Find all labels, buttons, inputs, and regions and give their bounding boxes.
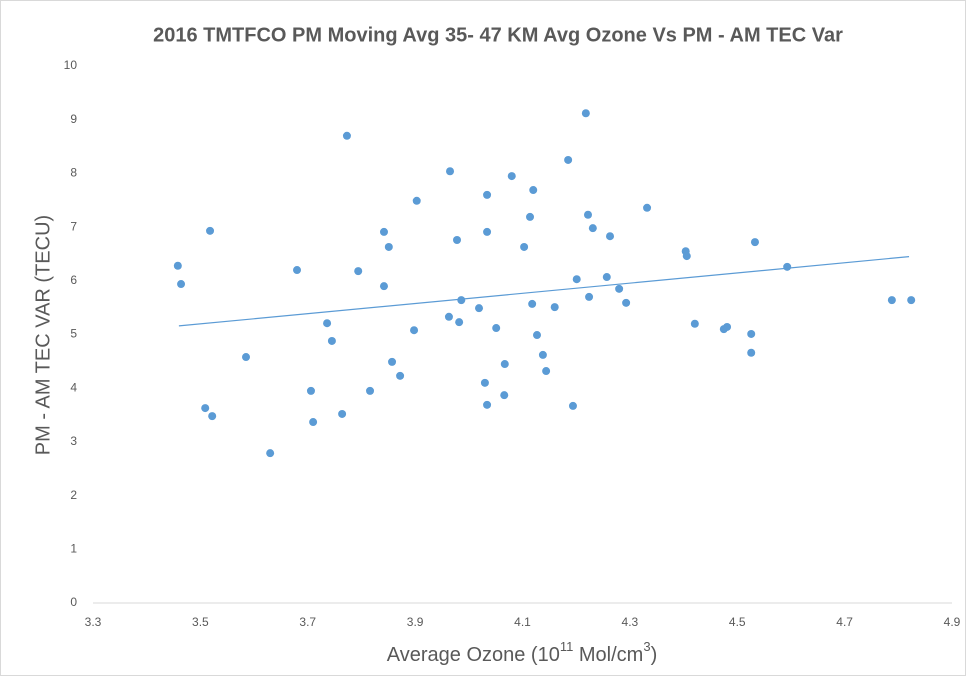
scatter-point xyxy=(208,412,217,421)
scatter-point xyxy=(354,267,363,276)
scatter-point xyxy=(173,261,182,270)
scatter-point xyxy=(581,109,590,118)
scatter-point xyxy=(309,418,318,427)
scatter-point xyxy=(622,298,631,307)
scatter-point xyxy=(446,167,455,176)
scatter-point xyxy=(379,227,388,236)
scatter-point xyxy=(480,378,489,387)
scatter-point xyxy=(564,155,573,164)
scatter-point xyxy=(242,353,251,362)
scatter-point xyxy=(342,131,351,140)
scatter-point xyxy=(483,227,492,236)
scatter-point xyxy=(682,252,691,261)
scatter-point xyxy=(338,409,347,418)
scatter-point xyxy=(529,186,538,195)
y-tick-label: 8 xyxy=(70,166,77,180)
x-axis-label-sup: 3 xyxy=(643,639,650,654)
y-tick-label: 10 xyxy=(64,58,78,72)
scatter-point xyxy=(396,371,405,380)
scatter-point xyxy=(602,273,611,282)
scatter-point xyxy=(293,266,302,275)
scatter-point xyxy=(453,235,462,244)
chart-title: 2016 TMTFCO PM Moving Avg 35- 47 KM Avg … xyxy=(153,24,843,46)
y-axis-label: PM - AM TEC VAR (TECU) xyxy=(32,215,54,455)
scatter-point xyxy=(585,292,594,301)
x-tick-label: 3.3 xyxy=(85,615,102,629)
scatter-point xyxy=(323,319,332,328)
scatter-point xyxy=(206,226,215,235)
x-tick-label: 3.5 xyxy=(192,615,209,629)
scatter-point xyxy=(528,299,537,308)
scatter-point xyxy=(457,296,466,305)
scatter-point xyxy=(384,242,393,251)
scatter-point xyxy=(455,318,464,327)
scatter-point xyxy=(475,304,484,313)
y-tick-label: 5 xyxy=(70,327,77,341)
x-tick-label: 3.9 xyxy=(407,615,424,629)
scatter-point xyxy=(306,386,315,395)
scatter-point xyxy=(907,296,916,305)
x-axis-label-part: Average Ozone (10 xyxy=(387,644,560,666)
y-tick-label: 2 xyxy=(70,488,77,502)
scatter-point xyxy=(483,190,492,199)
scatter-point xyxy=(538,350,547,359)
scatter-point xyxy=(783,262,792,271)
scatter-point xyxy=(388,357,397,366)
scatter-point xyxy=(572,275,581,284)
scatter-point xyxy=(643,203,652,212)
scatter-point xyxy=(550,303,559,312)
x-axis-label: Average Ozone (1011 Mol/cm3) xyxy=(387,639,657,666)
scatter-point xyxy=(412,196,421,205)
scatter-point xyxy=(887,296,896,305)
scatter-point xyxy=(492,324,501,333)
scatter-point xyxy=(520,242,529,251)
scatter-point xyxy=(177,280,186,289)
scatter-point xyxy=(500,360,509,369)
x-tick-label: 4.3 xyxy=(622,615,639,629)
scatter-point xyxy=(327,336,336,345)
scatter-point xyxy=(483,400,492,409)
scatter-point xyxy=(507,172,516,181)
y-tick-label: 1 xyxy=(70,541,77,555)
scatter-point xyxy=(615,284,624,293)
y-tick-label: 3 xyxy=(70,434,77,448)
scatter-point xyxy=(588,224,597,233)
x-tick-label: 4.1 xyxy=(514,615,531,629)
scatter-point xyxy=(723,322,732,331)
y-tick-label: 6 xyxy=(70,273,77,287)
scatter-point xyxy=(444,312,453,321)
x-axis-label-sup: 11 xyxy=(560,639,574,654)
scatter-point xyxy=(568,401,577,410)
scatter-point xyxy=(542,367,551,376)
x-tick-label: 3.7 xyxy=(299,615,316,629)
scatter-point xyxy=(526,212,535,221)
y-tick-label: 4 xyxy=(70,380,77,394)
scatter-point xyxy=(379,282,388,291)
x-axis-label-part: Mol/cm xyxy=(573,644,643,666)
scatter-point xyxy=(500,391,509,400)
scatter-point xyxy=(750,238,759,247)
scatter-point xyxy=(410,326,419,335)
scatter-point xyxy=(606,232,615,241)
scatter-point xyxy=(583,210,592,219)
y-tick-label: 9 xyxy=(70,112,77,126)
scatter-point xyxy=(690,319,699,328)
scatter-point xyxy=(366,386,375,395)
x-tick-label: 4.9 xyxy=(944,615,961,629)
scatter-point xyxy=(201,404,210,413)
x-tick-label: 4.7 xyxy=(836,615,853,629)
scatter-point xyxy=(266,449,275,458)
scatter-point xyxy=(747,329,756,338)
x-axis-label-part: ) xyxy=(651,644,658,666)
scatter-point xyxy=(747,348,756,357)
y-tick-label: 0 xyxy=(70,595,77,609)
scatter-point xyxy=(532,331,541,340)
x-tick-label: 4.5 xyxy=(729,615,746,629)
y-tick-label: 7 xyxy=(70,219,77,233)
